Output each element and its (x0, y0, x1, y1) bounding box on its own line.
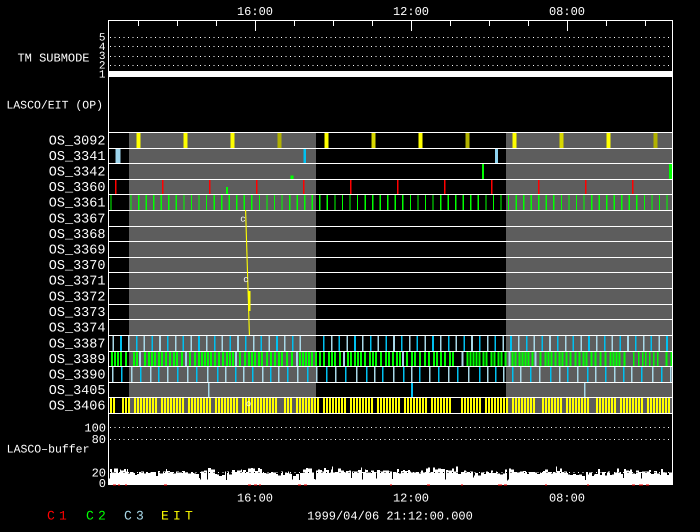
svg-text:C3: C3 (124, 509, 148, 524)
svg-text:12:00: 12:00 (393, 5, 429, 19)
svg-text:c: c (240, 215, 245, 225)
svg-text:20: 20 (92, 467, 106, 481)
svg-text:OS_3406: OS_3406 (49, 399, 106, 414)
svg-text:TM SUBMODE: TM SUBMODE (17, 52, 89, 66)
svg-text:80: 80 (92, 433, 106, 447)
svg-text:2: 2 (99, 60, 106, 72)
svg-text:OS_3389: OS_3389 (49, 353, 106, 368)
svg-text:OS_3367: OS_3367 (49, 212, 106, 227)
svg-text:OS_3405: OS_3405 (49, 384, 106, 399)
svg-text:c: c (243, 275, 248, 285)
svg-text:3: 3 (99, 51, 106, 63)
svg-text:OS_3390: OS_3390 (49, 368, 106, 383)
svg-text:OS_3368: OS_3368 (49, 228, 106, 243)
svg-text:OS_3371: OS_3371 (49, 274, 106, 289)
svg-text:100: 100 (84, 422, 106, 436)
svg-text:OS_3373: OS_3373 (49, 306, 106, 321)
svg-text:OS_3387: OS_3387 (49, 337, 106, 352)
svg-text:o: o (246, 399, 251, 409)
svg-text:OS_3342: OS_3342 (49, 165, 106, 180)
svg-text:12:00: 12:00 (393, 492, 429, 506)
svg-text:OS_3092: OS_3092 (49, 134, 106, 149)
svg-text:OS_3361: OS_3361 (49, 196, 106, 211)
svg-text:16:00: 16:00 (237, 492, 273, 506)
svg-text:C1: C1 (47, 509, 71, 524)
svg-text:08:00: 08:00 (549, 5, 585, 19)
svg-text:4: 4 (99, 42, 106, 54)
svg-text:LASCO–buffer: LASCO–buffer (7, 444, 90, 457)
svg-text:5: 5 (99, 33, 106, 45)
svg-text:OS_3370: OS_3370 (49, 259, 106, 274)
svg-text:0: 0 (99, 477, 106, 491)
svg-text:OS_3369: OS_3369 (49, 243, 106, 258)
svg-text:1: 1 (99, 70, 106, 82)
svg-text:1999/04/06 21:12:00.000: 1999/04/06 21:12:00.000 (307, 510, 473, 524)
svg-text:EIT: EIT (161, 509, 197, 524)
svg-text:OS_3341: OS_3341 (49, 150, 106, 165)
svg-text:16:00: 16:00 (237, 5, 273, 19)
svg-text:LASCO/EIT (OP): LASCO/EIT (OP) (6, 100, 103, 113)
svg-text:OS_3360: OS_3360 (49, 181, 106, 196)
svg-text:OS_3374: OS_3374 (49, 321, 106, 336)
svg-text:C2: C2 (86, 509, 110, 524)
svg-text:08:00: 08:00 (549, 492, 585, 506)
svg-text:OS_3372: OS_3372 (49, 290, 106, 305)
